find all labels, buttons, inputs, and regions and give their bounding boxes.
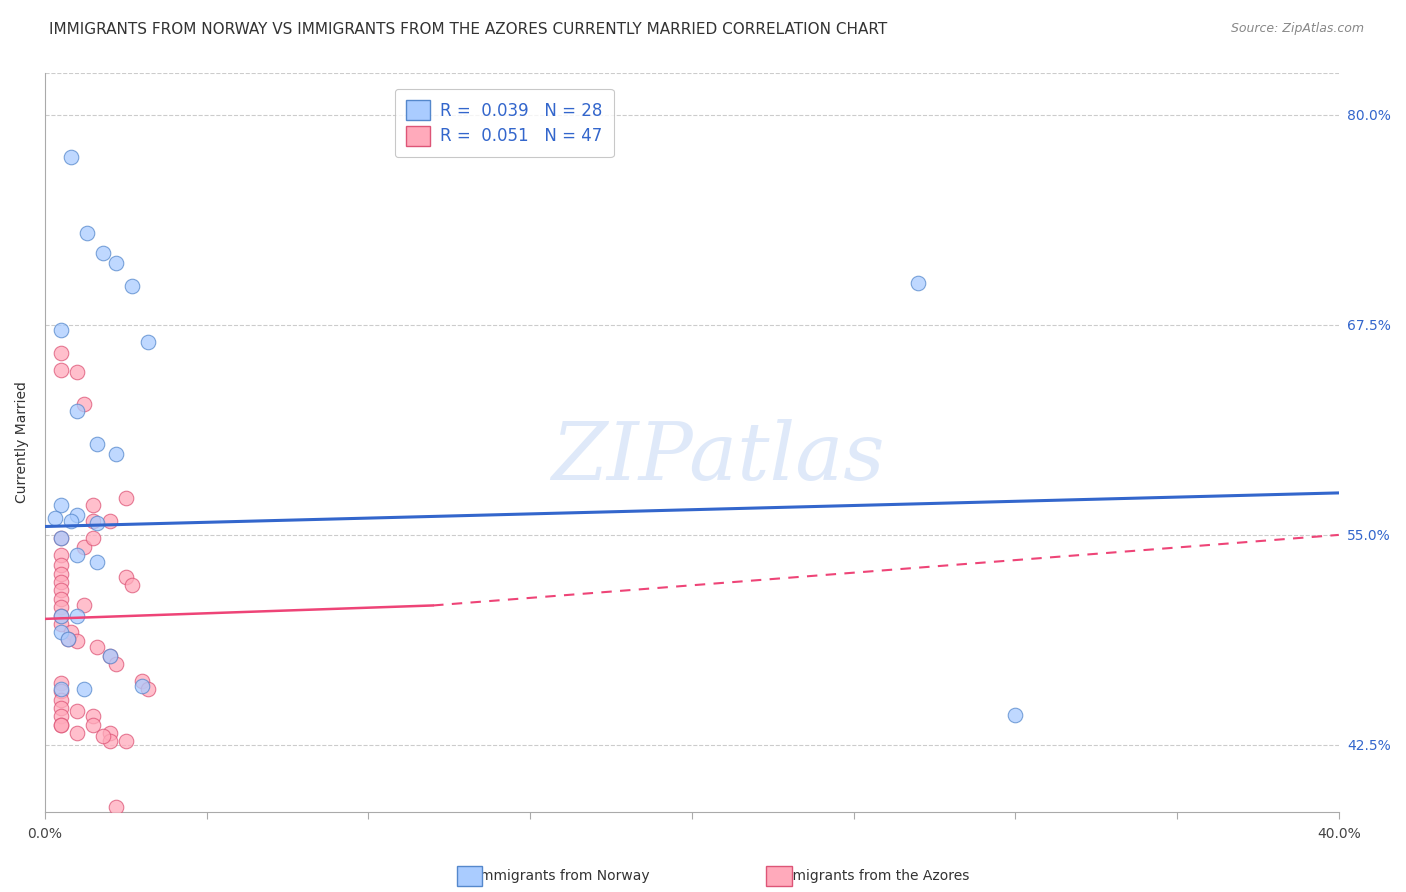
Point (73, 397, 96, 411)
Point (138, 334, 160, 349)
Point (59, 625, 82, 640)
Point (121, 279, 143, 293)
Point (49, 600, 72, 615)
Point (66, 704, 89, 718)
Point (49, 616, 72, 631)
Point (49, 717, 72, 731)
Point (66, 548, 89, 562)
Point (49, 548, 72, 562)
Point (49, 574, 72, 589)
Y-axis label: Currently Married: Currently Married (15, 382, 30, 503)
Text: ZIPatlas: ZIPatlas (551, 418, 884, 496)
Point (82, 498, 104, 512)
Point (66, 608, 89, 623)
Point (49, 558, 72, 573)
Point (73, 682, 96, 697)
Legend: R =  0.039   N = 28, R =  0.051   N = 47: R = 0.039 N = 28, R = 0.051 N = 47 (395, 88, 614, 157)
Point (86, 437, 108, 451)
Point (98, 648, 121, 663)
Point (49, 531, 72, 545)
Point (82, 515, 104, 529)
Point (73, 599, 96, 613)
Text: Immigrants from Norway: Immigrants from Norway (475, 869, 650, 883)
Point (56, 632, 79, 646)
Text: Immigrants from the Azores: Immigrants from the Azores (775, 869, 969, 883)
Point (49, 692, 72, 706)
Point (49, 346, 72, 360)
Text: IMMIGRANTS FROM NORWAY VS IMMIGRANTS FROM THE AZORES CURRENTLY MARRIED CORRELATI: IMMIGRANTS FROM NORWAY VS IMMIGRANTS FRO… (49, 22, 887, 37)
Point (49, 566, 72, 581)
Point (131, 673, 153, 688)
Point (86, 516, 108, 530)
Point (49, 608, 72, 623)
Point (1004, 707, 1026, 722)
Point (91, 245, 114, 260)
Point (66, 508, 89, 522)
Point (91, 730, 114, 744)
Point (907, 276, 929, 290)
Point (66, 403, 89, 417)
Point (114, 570, 136, 584)
Point (98, 515, 121, 529)
Point (131, 679, 153, 693)
Point (49, 498, 72, 512)
Point (44, 511, 66, 525)
Point (105, 657, 128, 672)
Point (49, 608, 72, 623)
Point (105, 447, 128, 461)
Point (59, 515, 82, 529)
Point (114, 491, 136, 505)
Point (49, 682, 72, 697)
Point (49, 701, 72, 715)
Point (98, 648, 121, 663)
Point (76, 226, 98, 240)
Point (82, 709, 104, 723)
Point (49, 323, 72, 337)
Point (49, 363, 72, 377)
Point (82, 717, 104, 731)
Point (138, 682, 160, 697)
Point (56, 632, 79, 646)
Point (49, 709, 72, 723)
Point (59, 150, 82, 164)
Point (49, 531, 72, 545)
Point (86, 555, 108, 569)
Point (105, 256, 128, 270)
Point (49, 675, 72, 690)
Point (49, 717, 72, 731)
Point (98, 726, 121, 740)
Point (66, 633, 89, 648)
Point (66, 726, 89, 740)
Point (121, 578, 143, 592)
Point (105, 800, 128, 814)
Point (49, 625, 72, 640)
Point (49, 591, 72, 606)
Point (98, 734, 121, 748)
Point (82, 531, 104, 545)
Point (66, 365, 89, 379)
Point (49, 583, 72, 598)
Text: Source: ZipAtlas.com: Source: ZipAtlas.com (1230, 22, 1364, 36)
Point (49, 684, 72, 698)
Point (86, 640, 108, 655)
Point (114, 734, 136, 748)
Point (73, 540, 96, 554)
